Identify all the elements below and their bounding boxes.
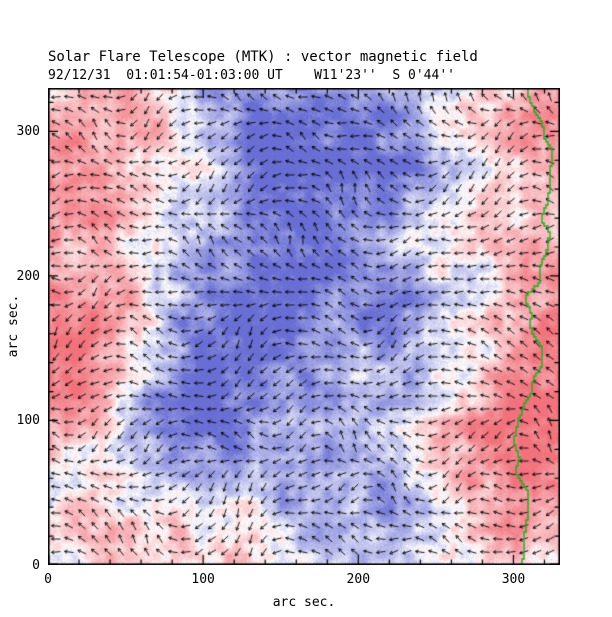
y-tick-label: 300 [16, 124, 40, 140]
plot-subtitle: 92/12/31 01:01:54-01:03:00 UT W11'23'' S… [48, 68, 455, 83]
y-tick-label: 100 [16, 413, 40, 429]
y-tick-label: 0 [32, 558, 40, 573]
x-tick-label: 300 [501, 572, 526, 587]
y-axis-label: arc sec. [6, 294, 21, 358]
plot-title: Solar Flare Telescope (MTK) : vector mag… [48, 49, 478, 65]
y-tick-label: 200 [16, 268, 40, 284]
x-tick-label: 100 [191, 572, 215, 587]
x-tick-label: 200 [346, 572, 371, 587]
x-tick-label: 0 [44, 572, 52, 587]
magnetogram-plot-canvas [48, 88, 560, 565]
x-axis-label: arc sec. [272, 595, 336, 610]
